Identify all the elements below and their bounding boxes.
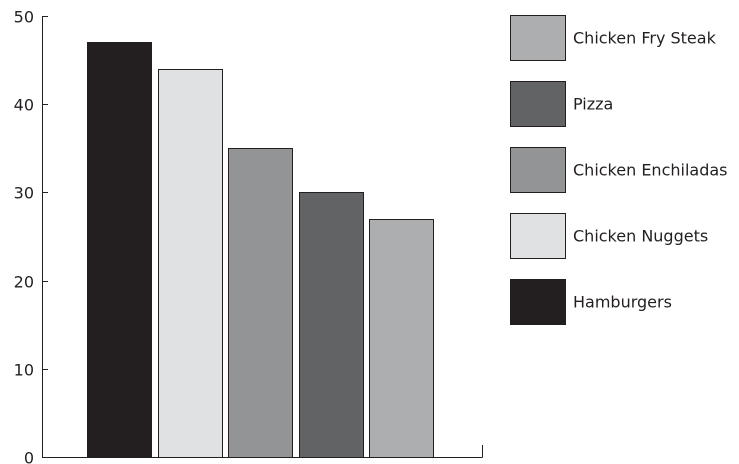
legend-label: Pizza xyxy=(573,95,613,114)
y-tick-label: 40 xyxy=(14,96,34,115)
legend-swatch xyxy=(510,147,566,193)
legend-item-chicken-enchiladas: Chicken Enchiladas xyxy=(510,147,728,193)
legend-item-hamburgers: Hamburgers xyxy=(510,279,672,325)
legend: Chicken Fry Steak Pizza Chicken Enchiladas… xyxy=(510,15,728,325)
legend-label: Chicken Nuggets xyxy=(573,227,708,246)
legend-label: Hamburgers xyxy=(573,293,672,312)
y-tick-label: 30 xyxy=(14,184,34,203)
legend-swatch xyxy=(510,279,566,325)
y-tick-label: 20 xyxy=(14,273,34,292)
y-tick-label: 50 xyxy=(14,8,34,27)
legend-label: Chicken Enchiladas xyxy=(573,161,728,180)
legend-swatch xyxy=(510,81,566,127)
bar-chicken-enchiladas xyxy=(228,148,293,458)
bar-hamburgers xyxy=(87,42,152,458)
bar-pizza xyxy=(299,192,364,458)
legend-label: Chicken Fry Steak xyxy=(573,29,717,48)
legend-item-chicken-fry-steak: Chicken Fry Steak xyxy=(510,15,717,61)
legend-swatch xyxy=(510,213,566,259)
legend-item-pizza: Pizza xyxy=(510,81,613,127)
bar-chicken-fry-steak xyxy=(369,219,434,458)
y-tick-label: 0 xyxy=(24,449,34,464)
bars xyxy=(87,42,434,458)
legend-swatch xyxy=(510,15,566,61)
bar-chicken-nuggets xyxy=(158,69,223,458)
legend-item-chicken-nuggets: Chicken Nuggets xyxy=(510,213,708,259)
y-tick-label: 10 xyxy=(14,361,34,380)
